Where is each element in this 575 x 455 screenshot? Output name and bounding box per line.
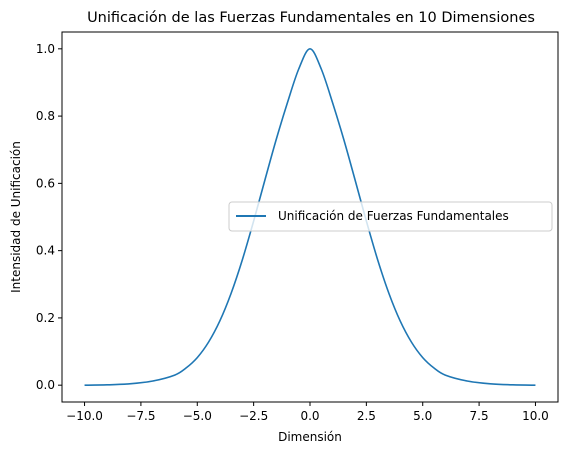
x-tick-label: 2.5 bbox=[357, 409, 376, 423]
x-tick-label: 5.0 bbox=[413, 409, 432, 423]
x-tick-label: −10.0 bbox=[66, 409, 103, 423]
x-tick-label: 7.5 bbox=[470, 409, 489, 423]
y-axis-label: Intensidad de Unificación bbox=[9, 141, 23, 293]
legend-label: Unificación de Fuerzas Fundamentales bbox=[278, 209, 509, 223]
series-line-0 bbox=[84, 48, 536, 386]
x-tick-label: 0.0 bbox=[300, 409, 319, 423]
y-tick-label: 1.0 bbox=[36, 42, 55, 56]
y-tick-label: 0.2 bbox=[36, 311, 55, 325]
y-tick-label: 0.4 bbox=[36, 244, 55, 258]
legend: Unificación de Fuerzas Fundamentales bbox=[228, 201, 553, 232]
x-tick-label: 10.0 bbox=[522, 409, 549, 423]
x-axis-label: Dimensión bbox=[278, 430, 342, 444]
y-tick-label: 0.0 bbox=[36, 378, 55, 392]
y-tick-label: 0.8 bbox=[36, 109, 55, 123]
x-tick-label: −5.0 bbox=[183, 409, 212, 423]
y-axis: 0.0 0.2 0.4 0.6 0.8 1.0 bbox=[36, 42, 62, 392]
plot-area bbox=[84, 48, 536, 386]
x-tick-label: −2.5 bbox=[239, 409, 268, 423]
y-tick-label: 0.6 bbox=[36, 176, 55, 190]
x-tick-label: −7.5 bbox=[126, 409, 155, 423]
x-axis: −10.0 −7.5 −5.0 −2.5 0.0 2.5 5.0 7.5 10.0 bbox=[66, 402, 549, 423]
chart-title: Unificación de las Fuerzas Fundamentales… bbox=[87, 10, 535, 26]
legend-box bbox=[228, 201, 553, 232]
